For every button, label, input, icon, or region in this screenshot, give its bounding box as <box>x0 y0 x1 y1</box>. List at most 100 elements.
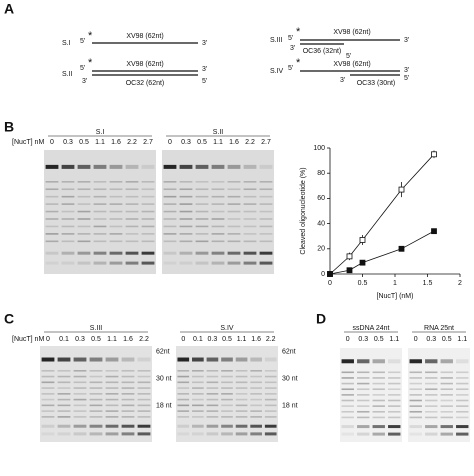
gel-band <box>409 377 422 379</box>
conc-label: [NucT] nM <box>12 139 44 146</box>
lane-label: 1.1 <box>107 336 117 343</box>
gel-band <box>177 410 190 412</box>
gel-band <box>456 394 469 396</box>
gel-band <box>227 218 241 220</box>
gel-band <box>105 370 119 372</box>
gel-band <box>388 416 401 419</box>
gel-band <box>250 424 262 428</box>
gel-band <box>179 188 193 191</box>
gel-band <box>259 233 273 235</box>
gel-band <box>61 188 75 191</box>
gel-band <box>61 181 75 183</box>
gel-band <box>89 410 103 412</box>
gel-band <box>440 416 453 419</box>
size-marker: 30 nt <box>156 375 172 382</box>
label-mark: * <box>296 26 301 38</box>
lane-label: 1.6 <box>229 139 239 146</box>
gel-band <box>177 381 190 384</box>
gel-band <box>341 394 354 396</box>
gel-band <box>425 410 438 413</box>
strand-end: 3' <box>202 40 207 47</box>
gel-band <box>425 405 438 407</box>
gel-band <box>45 233 59 235</box>
gel-band <box>45 195 59 198</box>
gel-band <box>357 394 370 396</box>
gel-band <box>141 195 155 198</box>
gel-band <box>179 261 193 265</box>
gel-band <box>109 218 123 220</box>
gel-band <box>89 375 103 378</box>
gel-band <box>57 404 71 407</box>
gel-band <box>125 181 139 183</box>
gel-band <box>250 375 262 378</box>
gel-band <box>163 240 177 243</box>
gel-band <box>105 432 119 436</box>
size-marker: 30 nt <box>282 375 298 382</box>
strand-end: 3' <box>404 67 409 74</box>
gel-band <box>125 251 139 255</box>
gel-band <box>121 410 135 412</box>
gel-band <box>372 371 385 374</box>
gel-band <box>93 218 107 220</box>
gel-band <box>195 203 209 205</box>
gel-band <box>211 210 225 213</box>
gel-band <box>73 381 87 384</box>
gel-band <box>206 375 219 378</box>
gel-band <box>105 410 119 412</box>
strand-label: OC32 (62nt) <box>126 80 165 87</box>
gel-band <box>250 387 262 389</box>
gel-band <box>259 218 273 220</box>
gel-band <box>192 424 204 428</box>
gel-band <box>73 410 87 412</box>
gel-band <box>61 251 75 255</box>
gel-band <box>372 416 385 419</box>
gel-band <box>388 399 401 402</box>
gel-band <box>227 164 241 169</box>
gel-band <box>163 261 177 265</box>
gel-band <box>179 195 193 198</box>
gel-band <box>195 181 209 183</box>
size-marker: 18 nt <box>156 402 172 409</box>
gel-band <box>259 195 273 198</box>
gel-band <box>73 432 87 436</box>
strand-end: 3' <box>82 78 87 85</box>
data-point <box>398 186 405 193</box>
data-point <box>398 245 405 252</box>
lane-label: 0.3 <box>208 336 218 343</box>
gel-band <box>341 359 354 364</box>
gel-title: ssDNA 24nt <box>353 325 390 332</box>
gel-band <box>177 393 190 395</box>
lane-label: 0.5 <box>374 336 384 343</box>
lane-label: 0.5 <box>79 139 89 146</box>
x-tick-label: 1.5 <box>423 280 433 287</box>
size-marker: 62nt <box>282 349 296 356</box>
gel-band <box>141 164 155 169</box>
gel-band <box>206 381 219 384</box>
gel-band <box>409 416 422 419</box>
lane-label: 0.5 <box>442 336 452 343</box>
gel-band <box>192 393 204 395</box>
gel-band <box>357 377 370 379</box>
lane-label: 1.1 <box>237 336 247 343</box>
gel-band <box>357 371 370 374</box>
gel-band <box>137 410 151 412</box>
gel-band <box>177 398 190 401</box>
gel-band <box>372 432 385 436</box>
gel-band <box>388 388 401 391</box>
data-point <box>346 267 353 274</box>
gel-band <box>456 425 469 429</box>
gel-band <box>264 387 277 389</box>
gel-band <box>77 251 91 255</box>
gel-band <box>93 164 107 169</box>
gel-band <box>235 375 248 378</box>
lane-label: 1.1 <box>95 139 105 146</box>
gel-band <box>243 195 257 198</box>
gel-band <box>259 188 273 191</box>
gel-band <box>57 357 71 362</box>
gel-band <box>243 261 257 265</box>
gel-band <box>456 410 469 413</box>
gel-band <box>141 233 155 235</box>
gel-band <box>93 203 107 205</box>
label-mark: * <box>88 57 93 69</box>
